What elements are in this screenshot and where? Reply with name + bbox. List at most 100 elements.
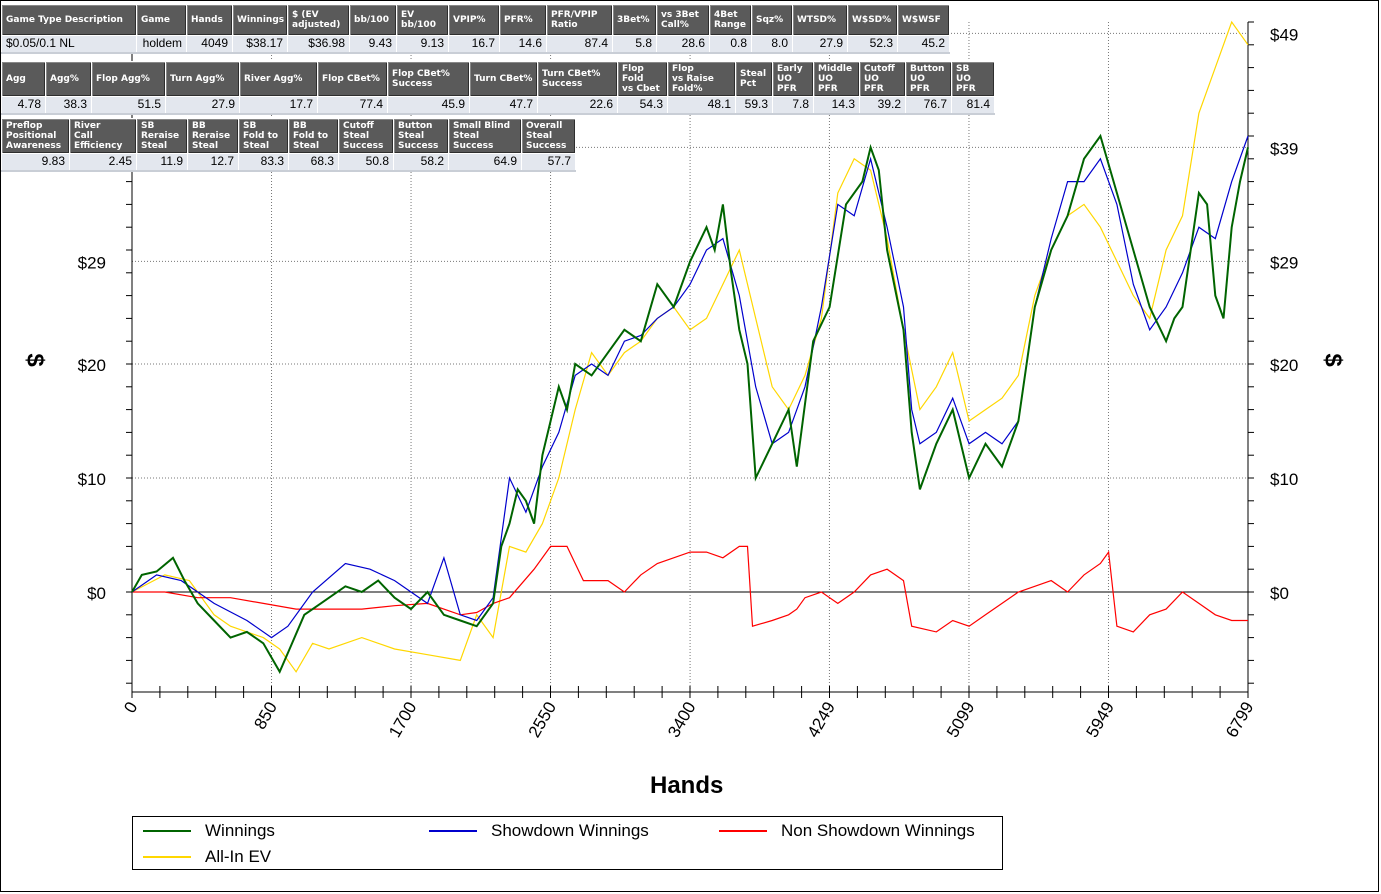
stats-header-cell: SB Reraise Steal (136, 118, 188, 154)
y-tick-label-right: $39 (1270, 139, 1298, 158)
stats-header-cell: Agg% (45, 61, 92, 97)
stats-header-cell: Hands (186, 4, 233, 36)
stats-header-cell: Flop vs Raise Fold% (667, 61, 736, 97)
stats-value-cell: 27.9 (165, 96, 240, 115)
stats-header-cell: VPIP% (448, 4, 500, 36)
stats-value-cell: 9.13 (396, 35, 449, 54)
legend-label-allin-ev: All-In EV (205, 847, 272, 866)
y-tick-label-right: $10 (1270, 470, 1298, 489)
stats-header-cell: W$SD% (847, 4, 898, 36)
stats-value-cell: 4.78 (1, 96, 46, 115)
stats-table-steal: Preflop Positional Awareness River Call E… (1, 118, 576, 172)
stats-value-cell: 27.9 (792, 35, 848, 54)
stats-value-cell: holdem (136, 35, 187, 54)
stats-header-cell: Cutoff UO PFR (859, 61, 906, 97)
legend-swatch-non-showdown (719, 830, 767, 832)
stats-header-cell: SB UO PFR (951, 61, 995, 97)
stats-value-cell: 5.8 (612, 35, 657, 54)
legend-item-winnings: Winnings (143, 821, 275, 841)
series-allin-ev-line (131, 20, 1249, 673)
x-tick-label: 850 (250, 699, 281, 733)
stats-value-cell: 2.45 (69, 153, 137, 172)
stats-value-cell: 0.8 (709, 35, 752, 54)
series-winnings-line (131, 133, 1249, 675)
stats-value-cell: 57.7 (521, 153, 576, 172)
stats-value-cell: 83.3 (238, 153, 289, 172)
stats-header-cell: Winnings (232, 4, 288, 36)
stats-value-cell: 22.6 (537, 96, 618, 115)
legend-label-showdown: Showdown Winnings (491, 821, 649, 840)
chart-legend: Winnings Showdown Winnings Non Showdown … (132, 816, 1003, 870)
legend-swatch-winnings (143, 830, 191, 832)
stats-header-cell: Game (136, 4, 187, 36)
stats-header-cell: River Agg% (239, 61, 318, 97)
stats-value-cell: 58.2 (393, 153, 449, 172)
stats-value-row: $0.05/0.1 NL holdem 4049 $38.17 $36.98 9.43 9.… (1, 35, 950, 54)
x-axis-title: Hands (650, 772, 724, 799)
stats-header-cell: Button Steal Success (393, 118, 449, 154)
y-tick-label-right: $49 (1270, 25, 1298, 44)
stats-value-cell: 47.7 (469, 96, 538, 115)
stats-header-cell: Game Type Description (1, 4, 137, 36)
stats-value-cell: 54.3 (617, 96, 668, 115)
stats-value-cell: 81.4 (951, 96, 995, 115)
stats-table-general: Game Type Description Game Hands Winnings $ … (1, 4, 950, 54)
stats-value-cell: 68.3 (288, 153, 339, 172)
stats-value-cell: 39.2 (859, 96, 906, 115)
stats-header-cell: Small Blind Steal Success (448, 118, 522, 154)
y-tick-label-left: $0 (87, 584, 106, 603)
y-tick-label-left: $20 (78, 356, 106, 375)
stats-value-cell: 48.1 (667, 96, 736, 115)
legend-swatch-showdown (429, 830, 477, 832)
stats-header-cell: Button UO PFR (905, 61, 952, 97)
stats-value-cell: 14.6 (499, 35, 547, 54)
stats-value-cell: 45.2 (897, 35, 950, 54)
x-tick-label: 6799 (1222, 699, 1257, 741)
x-tick-label: 1700 (385, 699, 420, 741)
stats-header-cell: River Call Efficiency (69, 118, 137, 154)
stats-header-cell: Flop Agg% (91, 61, 166, 97)
legend-label-non-showdown: Non Showdown Winnings (781, 821, 975, 840)
legend-swatch-allin-ev (143, 856, 191, 858)
stats-value-cell: 51.5 (91, 96, 166, 115)
x-tick-label: 3400 (664, 699, 699, 741)
stats-value-cell: 7.8 (772, 96, 814, 115)
stats-value-cell: $36.98 (287, 35, 350, 54)
stats-header-cell: Flop CBet% (317, 61, 388, 97)
series-showdown-line (131, 135, 1249, 639)
stats-header-cell: Overall Steal Success (521, 118, 576, 154)
y-tick-label-left: $10 (78, 470, 106, 489)
stats-value-cell: 16.7 (448, 35, 500, 54)
stats-value-cell: 87.4 (546, 35, 613, 54)
stats-header-cell: PFR% (499, 4, 547, 36)
stats-table-aggression: Agg Agg% Flop Agg% Turn Agg% River Agg% Flop … (1, 61, 995, 115)
stats-header-cell: W$WSF (897, 4, 950, 36)
stats-header-cell: Steal Pct (735, 61, 773, 97)
x-tick-label: 2550 (525, 699, 560, 741)
stats-header-cell: WTSD% (792, 4, 848, 36)
stats-value-cell: $38.17 (232, 35, 288, 54)
y-axis-title-left: $ (21, 353, 49, 367)
stats-value-cell: 9.83 (1, 153, 70, 172)
x-tick-label: 5949 (1083, 699, 1118, 741)
stats-value-cell: 8.0 (751, 35, 793, 54)
stats-header-cell: $ (EV adjusted) (287, 4, 350, 36)
stats-header-cell: Sqz% (751, 4, 793, 36)
stats-value-cell: 52.3 (847, 35, 898, 54)
stats-header-cell: Early UO PFR (772, 61, 814, 97)
stats-header-cell: Flop CBet% Success (387, 61, 470, 97)
stats-header-cell: BB Fold to Steal (288, 118, 339, 154)
stats-header-cell: Turn CBet% Success (537, 61, 618, 97)
stats-value-cell: 28.6 (656, 35, 710, 54)
stats-value-cell: 14.3 (813, 96, 860, 115)
stats-value-cell: 50.8 (338, 153, 394, 172)
stats-header-row: Agg Agg% Flop Agg% Turn Agg% River Agg% Flop … (1, 61, 995, 97)
x-tick-label: 0 (120, 699, 141, 717)
legend-item-non-showdown: Non Showdown Winnings (719, 821, 975, 841)
stats-header-cell: BB Reraise Steal (187, 118, 239, 154)
stats-header-cell: Turn CBet% (469, 61, 538, 97)
stats-header-cell: Agg (1, 61, 46, 97)
stats-value-cell: 45.9 (387, 96, 470, 115)
